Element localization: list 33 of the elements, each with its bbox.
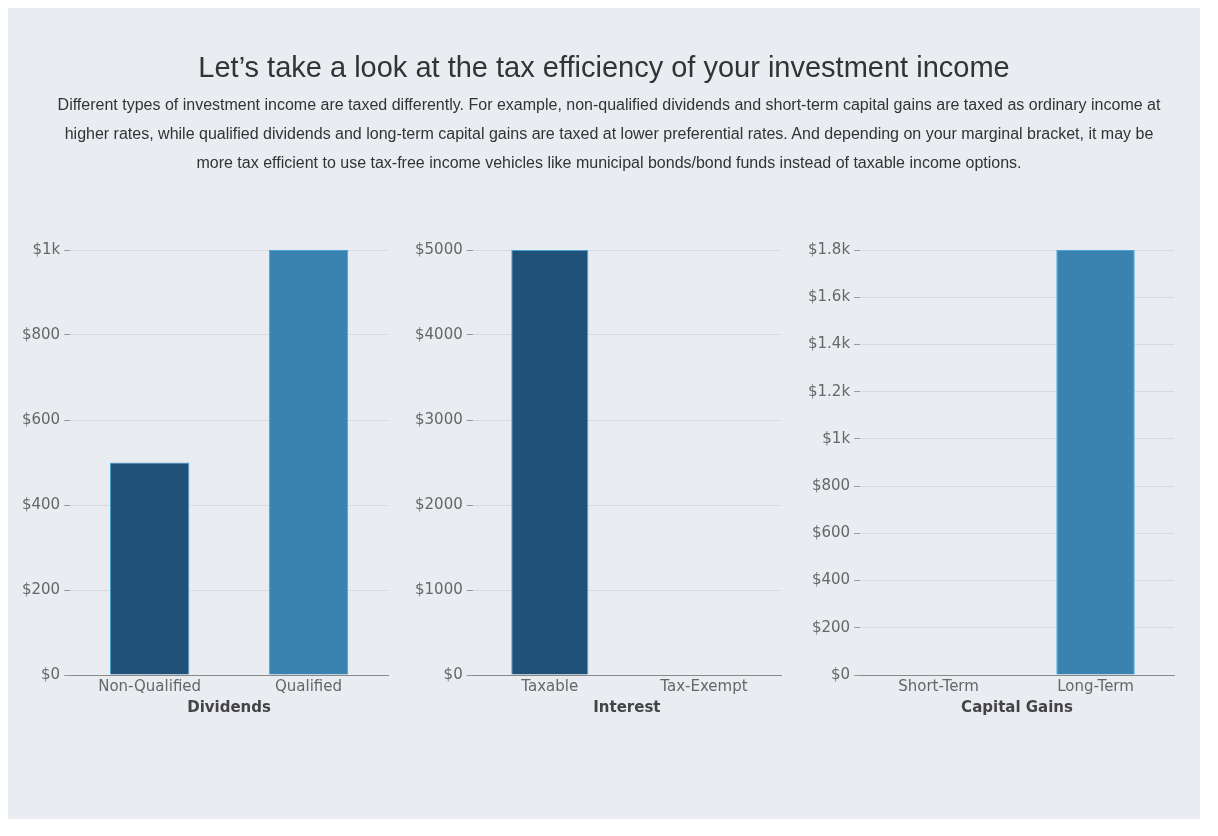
y-tick-label: $1k <box>32 239 61 258</box>
y-tick-label: $600 <box>21 409 61 428</box>
x-tick-label: Long-Term <box>1057 676 1134 695</box>
y-tick-label: $600 <box>811 523 851 542</box>
y-tick-label: $2000 <box>415 494 463 513</box>
y-tick-label: $400 <box>811 570 851 589</box>
y-tick-label: $1k <box>822 428 851 447</box>
x-tick-label: Non-Qualified <box>98 676 202 695</box>
y-tick-label: $1.6k <box>807 287 851 306</box>
y-tick-label: $800 <box>21 324 61 343</box>
y-tick-label: $200 <box>21 579 61 598</box>
y-tick-label: $0 <box>443 664 463 683</box>
text: Let’s take a look at the tax efficiency of your investment income <box>197 51 1011 84</box>
y-tick-label: $0 <box>41 664 61 683</box>
x-axis-title: Capital Gains <box>961 697 1074 716</box>
y-tick-label: $1.4k <box>807 334 851 353</box>
x-tick-label: Taxable <box>520 676 579 695</box>
y-tick-label: $800 <box>811 476 851 494</box>
y-tick-label: $200 <box>811 617 851 636</box>
x-tick-label: Short-Term <box>898 676 979 695</box>
y-tick-label: $0 <box>830 664 851 683</box>
y-tick-label: $1.2k <box>807 381 851 400</box>
x-tick-label: Tax-Exempt <box>659 676 748 695</box>
text: Different types of investment income are taxed differently. For example, non-qualified dividends and short-term capital gains are taxed as ordinary income at higher rates, while qualified dividends and long-term capital gains are taxed at lower preferential rates. And depending on your marginal bracket, it may be more tax efficient to use tax-free income vehicles like municipal bonds/bond funds instead of taxable income options. <box>56 95 1162 173</box>
y-tick-label: $1000 <box>415 579 463 598</box>
x-axis-title: Dividends <box>187 697 272 716</box>
y-tick-label: $5000 <box>415 239 463 258</box>
x-axis-title: Interest <box>593 697 661 716</box>
y-tick-label: $4000 <box>415 324 463 343</box>
y-tick-label: $400 <box>21 494 61 513</box>
y-tick-label: $1.8k <box>807 239 851 258</box>
y-tick-label: $3000 <box>415 409 463 428</box>
x-tick-label: Qualified <box>275 676 343 695</box>
